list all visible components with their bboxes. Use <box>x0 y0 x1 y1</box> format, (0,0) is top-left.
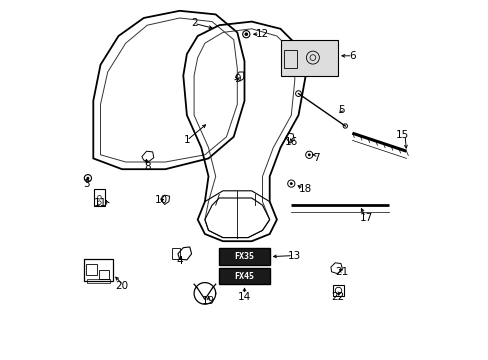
Text: 11: 11 <box>94 198 107 208</box>
Bar <box>219 268 269 284</box>
Text: 15: 15 <box>395 130 408 140</box>
Text: FX35: FX35 <box>234 252 254 261</box>
Bar <box>219 248 269 265</box>
Text: 4: 4 <box>176 256 183 266</box>
Bar <box>86 264 97 275</box>
Text: 9: 9 <box>234 74 240 84</box>
Circle shape <box>307 153 310 156</box>
Text: 6: 6 <box>348 51 355 61</box>
Text: 3: 3 <box>83 179 90 189</box>
Text: 1: 1 <box>183 135 190 145</box>
Bar <box>172 248 179 259</box>
Bar <box>332 285 344 296</box>
Text: 5: 5 <box>338 105 345 115</box>
Circle shape <box>86 177 89 180</box>
Bar <box>84 259 113 281</box>
Text: 7: 7 <box>312 153 319 163</box>
Circle shape <box>244 32 247 36</box>
Text: 22: 22 <box>331 292 344 302</box>
Bar <box>99 270 109 279</box>
Text: 19: 19 <box>202 296 215 306</box>
Text: 10: 10 <box>155 195 168 205</box>
Text: 16: 16 <box>284 137 297 147</box>
Text: 21: 21 <box>334 267 347 277</box>
Bar <box>94 189 104 206</box>
Text: FX45: FX45 <box>234 272 254 281</box>
Text: 2: 2 <box>190 18 197 28</box>
Text: 17: 17 <box>360 213 373 223</box>
Text: 18: 18 <box>299 184 312 194</box>
Text: 12: 12 <box>255 29 268 39</box>
Text: 20: 20 <box>115 281 128 291</box>
Bar <box>284 50 296 68</box>
Text: 13: 13 <box>288 251 301 261</box>
Circle shape <box>289 182 292 185</box>
Bar <box>87 279 110 283</box>
Bar <box>280 40 337 76</box>
Text: 8: 8 <box>143 162 150 172</box>
Text: 14: 14 <box>237 292 251 302</box>
